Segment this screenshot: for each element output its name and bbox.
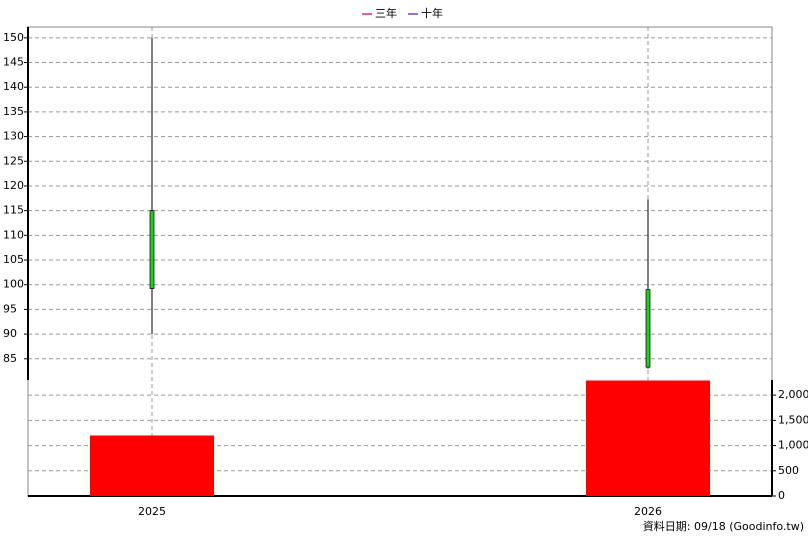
- y-tick-label: 110: [3, 228, 24, 241]
- y-tick-label: 145: [3, 56, 24, 69]
- volume-bar: [90, 435, 214, 496]
- y2-tick-label: 500: [778, 464, 799, 477]
- volume-bar: [586, 380, 710, 496]
- y-tick-label: 120: [3, 179, 24, 192]
- candle-body: [645, 289, 651, 368]
- legend-label: 三年: [375, 6, 397, 20]
- y2-tick-label: 2,000: [778, 388, 808, 401]
- legend-label: 十年: [421, 6, 443, 20]
- y-tick-label: 135: [3, 105, 24, 118]
- footer: 資料日期: 09/18 (Goodinfo.tw): [643, 519, 804, 533]
- y-tick-label: 90: [3, 327, 17, 340]
- x-tick-label: 2026: [634, 505, 662, 518]
- y-tick-label: 105: [3, 253, 24, 266]
- y2-tick-label: 1,500: [778, 413, 808, 426]
- y-tick-label: 95: [3, 302, 17, 315]
- candle-body: [149, 210, 155, 290]
- y-tick-label: 150: [3, 31, 24, 44]
- y-tick-label: 130: [3, 130, 24, 143]
- y-tick-label: 85: [3, 352, 17, 365]
- y-tick-label: 125: [3, 154, 24, 167]
- y2-tick-label: 1,000: [778, 439, 808, 452]
- y-tick-label: 140: [3, 80, 24, 93]
- y2-tick-label: 0: [778, 489, 785, 502]
- x-tick-label: 2025: [138, 505, 166, 518]
- y-tick-label: 100: [3, 278, 24, 291]
- y-tick-label: 115: [3, 204, 24, 217]
